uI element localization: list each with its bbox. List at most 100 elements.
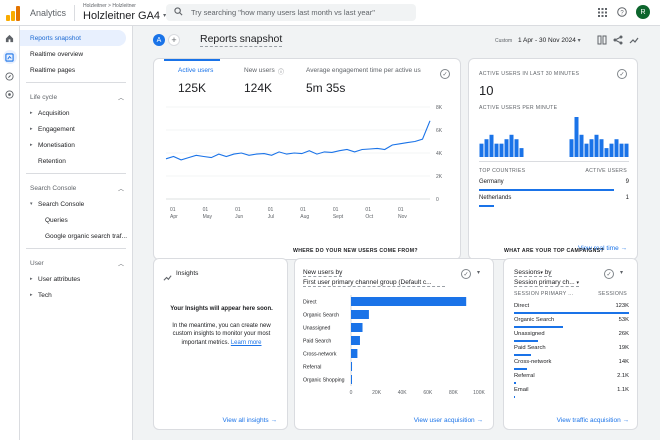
new-users-bar-chart: 0 20K 40K 60K 80K 100K Direct Organic Search Una… <box>303 295 485 396</box>
sidebar-item-search-console[interactable]: ▾ Search Console <box>20 196 132 212</box>
campaign-name: Direct <box>514 303 530 309</box>
tab-label: Active users <box>178 67 214 74</box>
caret-down-icon[interactable]: ▾ <box>477 270 481 276</box>
x-tick-label: 80K <box>449 390 459 396</box>
caret-down-icon[interactable]: ▾ <box>620 270 624 276</box>
country-value: 1 <box>625 195 629 201</box>
home-icon[interactable] <box>4 32 16 44</box>
share-icon[interactable] <box>613 35 623 47</box>
explore-icon[interactable] <box>4 70 16 82</box>
link-label: View traffic acquisition <box>556 417 621 424</box>
minute-bar <box>574 117 579 157</box>
sidebar-section-search-console[interactable]: Search Console ︿ <box>20 180 132 196</box>
sidebar-item-label: Monetisation <box>38 141 75 149</box>
view-realtime-link[interactable]: View real time → <box>578 245 627 252</box>
sidebar-item-user-attributes[interactable]: ▸ User attributes <box>20 271 132 287</box>
sidebar-item-queries[interactable]: Queries <box>45 216 68 224</box>
compare-icon[interactable] <box>597 35 607 47</box>
date-range-picker[interactable]: 1 Apr - 30 Nov 2024 ▾ <box>518 37 581 44</box>
active-users-series-line <box>165 120 431 161</box>
x-tick-day: 01 <box>170 207 176 213</box>
sidebar-item-acquisition[interactable]: ▸ Acquisition <box>20 105 132 121</box>
x-tick-day: 01 <box>203 207 209 213</box>
arrow-right-icon: → <box>622 417 630 424</box>
realtime-value: 10 <box>479 83 494 98</box>
sidebar-item-realtime-overview[interactable]: Realtime overview <box>30 50 84 58</box>
x-tick-month: Nov <box>398 214 407 220</box>
sidebar-section-lifecycle[interactable]: Life cycle ︿ <box>20 89 132 105</box>
x-tick-label: 60K <box>423 390 433 396</box>
sidebar-section-user[interactable]: User ︿ <box>20 255 132 271</box>
x-tick-day: 01 <box>235 207 241 213</box>
account-breadcrumb: Holzleitner > Holzleitner <box>83 2 136 9</box>
tab-label: Average engagement time per active us <box>306 67 421 74</box>
link-label: View user acquisition <box>413 417 475 424</box>
view-traffic-acquisition-link[interactable]: View traffic acquisition → <box>557 417 629 424</box>
sidebar-item-monetisation[interactable]: ▸ Monetisation <box>20 137 132 153</box>
x-tick-label: 40K <box>398 390 408 396</box>
view-user-acquisition-link[interactable]: View user acquisition → <box>414 417 483 424</box>
category-label: Referral <box>303 365 321 371</box>
x-tick-label: 20K <box>372 390 382 396</box>
col-sessions: SESSIONS <box>598 291 627 297</box>
sidebar-item-engagement[interactable]: ▸ Engagement <box>20 121 132 137</box>
campaign-value: 2.1K <box>617 373 629 379</box>
country-name: Netherlands <box>479 195 512 201</box>
campaign-value: 26K <box>618 331 629 337</box>
property-selector[interactable]: Holzleitner > Holzleitner Holzleitner GA… <box>83 2 166 22</box>
campaign-name: Cross-network <box>514 359 552 365</box>
metric-selector[interactable]: New users by <box>303 269 343 277</box>
bar <box>351 336 360 345</box>
apps-grid-icon[interactable] <box>596 6 608 18</box>
active-tab-indicator <box>164 59 220 61</box>
check-circle-icon[interactable]: ✓ <box>440 69 450 79</box>
expand-arrow-icon: ▸ <box>30 126 33 132</box>
analytics-logo-icon[interactable] <box>6 5 22 21</box>
y-tick-label: 4K <box>436 151 443 157</box>
minute-bar <box>614 139 619 157</box>
insights-body: In the meantime, you can create new cust… <box>172 322 271 346</box>
comparison-avatar[interactable]: A <box>153 34 165 46</box>
campaign-name: Referral <box>514 373 535 379</box>
sidebar-item-tech[interactable]: ▸ Tech <box>20 287 132 303</box>
learn-more-link[interactable]: Learn more <box>230 339 262 346</box>
check-circle-icon[interactable]: ✓ <box>604 269 614 279</box>
reports-icon[interactable] <box>2 50 17 64</box>
y-tick-label: 2K <box>436 174 443 180</box>
dimension-selector[interactable]: First user primary channel group (Defaul… <box>303 279 445 287</box>
advertising-icon[interactable] <box>4 88 16 100</box>
report-header: A + Reports snapshot Custom 1 Apr - 30 N… <box>133 26 660 54</box>
divider <box>74 4 76 21</box>
country-value: 9 <box>625 179 629 185</box>
sidebar-item-reports-snapshot[interactable]: Reports snapshot <box>20 30 126 46</box>
expand-arrow-icon: ▸ <box>30 110 33 116</box>
x-tick-month: May <box>203 214 213 220</box>
dimension-selector[interactable]: Session primary ch... ▾ <box>514 279 580 287</box>
chevron-up-icon: ︿ <box>117 186 124 193</box>
y-tick-label: 0 <box>436 197 439 203</box>
add-comparison-button[interactable]: + <box>168 34 180 46</box>
check-circle-icon[interactable]: ✓ <box>461 269 471 279</box>
account-avatar[interactable]: R <box>636 5 650 19</box>
campaign-row: Organic Search 53K <box>514 317 629 330</box>
metric-selector[interactable]: Sessions▾ by <box>514 269 552 277</box>
check-circle-icon[interactable]: ✓ <box>617 69 627 79</box>
minute-bar <box>569 139 574 157</box>
chevron-up-icon: ︿ <box>117 261 124 268</box>
sidebar-item-retention[interactable]: Retention <box>20 153 132 169</box>
campaign-share-bar <box>514 312 629 314</box>
sidebar-item-organic-search-traffic[interactable]: Google organic search traf... <box>45 232 128 240</box>
x-tick-day: 01 <box>300 207 306 213</box>
search-input[interactable]: Try searching "how many users last month… <box>166 4 416 21</box>
country-share-bar <box>479 189 614 191</box>
minute-bar <box>499 143 504 157</box>
active-users-line-chart: 8K6K4K2K001Apr01May01Jun01Jul01Aug01Sept… <box>165 105 443 220</box>
property-name: Holzleitner GA4 <box>83 9 161 22</box>
help-icon[interactable]: ? <box>616 6 628 18</box>
col-dimension: SESSION PRIMARY ... <box>514 291 574 297</box>
campaigns-question: WHAT ARE YOUR TOP CAMPAIGNS? <box>504 248 604 254</box>
insights-sparkle-icon[interactable] <box>629 35 639 47</box>
sidebar-item-realtime-pages[interactable]: Realtime pages <box>30 66 76 74</box>
view-all-insights-link[interactable]: View all insights → <box>223 417 277 424</box>
minute-bar <box>609 143 614 157</box>
